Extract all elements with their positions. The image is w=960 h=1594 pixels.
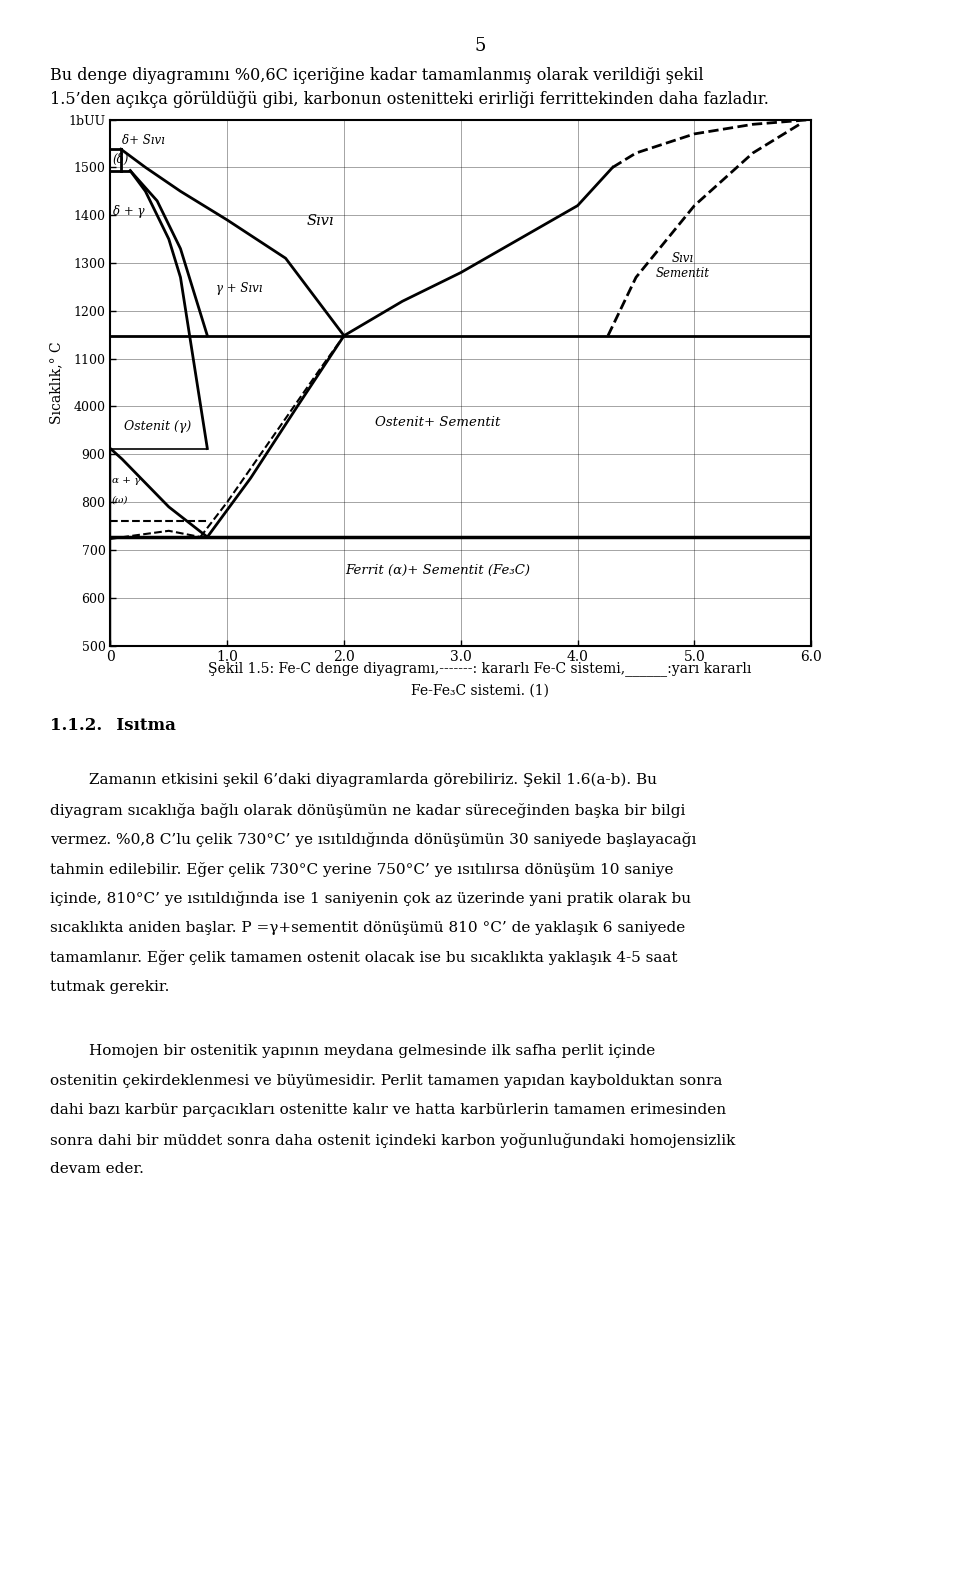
Text: Sıvı
Sementit: Sıvı Sementit bbox=[656, 252, 709, 281]
Text: tutmak gerekir.: tutmak gerekir. bbox=[50, 979, 169, 993]
Text: sıcaklıkta aniden başlar. P =γ+sementit dönüşümü 810 °C’ de yaklaşık 6 saniyede: sıcaklıkta aniden başlar. P =γ+sementit … bbox=[50, 921, 685, 934]
Text: tamamlanır. Eğer çelik tamamen ostenit olacak ise bu sıcaklıkta yaklaşık 4-5 saa: tamamlanır. Eğer çelik tamamen ostenit o… bbox=[50, 950, 678, 964]
Text: diyagram sıcaklığa bağlı olarak dönüşümün ne kadar süreceğinden başka bir bilgi: diyagram sıcaklığa bağlı olarak dönüşümü… bbox=[50, 803, 685, 818]
Y-axis label: Sıcaklık,° C: Sıcaklık,° C bbox=[49, 341, 62, 424]
Text: vermez. %0,8 C’lu çelik 730°C’ ye ısıtıldığında dönüşümün 30 saniyede başlayacağ: vermez. %0,8 C’lu çelik 730°C’ ye ısıtıl… bbox=[50, 832, 696, 846]
Text: tahmin edilebilir. Eğer çelik 730°C yerine 750°C’ ye ısıtılırsa dönüşüm 10 saniy: tahmin edilebilir. Eğer çelik 730°C yeri… bbox=[50, 861, 673, 877]
Text: Fe-Fe₃C sistemi. (1): Fe-Fe₃C sistemi. (1) bbox=[411, 684, 549, 698]
Text: Zamanın etkisini şekil 6’daki diyagramlarda görebiliriz. Şekil 1.6(a-b). Bu: Zamanın etkisini şekil 6’daki diyagramla… bbox=[50, 773, 657, 787]
Text: Sıvı: Sıvı bbox=[307, 214, 334, 228]
Text: 1.5’den açıkça görüldüğü gibi, karbonun ostenitteki erirliği ferrittekinden daha: 1.5’den açıkça görüldüğü gibi, karbonun … bbox=[50, 91, 769, 108]
Text: Ferrit (α)+ Sementit (Fe₃C): Ferrit (α)+ Sementit (Fe₃C) bbox=[345, 564, 530, 577]
Text: δ + γ: δ + γ bbox=[112, 206, 144, 218]
Text: içinde, 810°C’ ye ısıtıldığında ise 1 saniyenin çok az üzerinde yani pratik olar: içinde, 810°C’ ye ısıtıldığında ise 1 sa… bbox=[50, 891, 691, 905]
Text: 1.1.2.  Isıtma: 1.1.2. Isıtma bbox=[50, 717, 176, 735]
Text: Homojen bir ostenitik yapının meydana gelmesinde ilk safha perlit içinde: Homojen bir ostenitik yapının meydana ge… bbox=[50, 1044, 655, 1058]
Text: devam eder.: devam eder. bbox=[50, 1162, 144, 1176]
Text: (δ): (δ) bbox=[112, 153, 129, 166]
Text: δ+ Sıvı: δ+ Sıvı bbox=[122, 134, 165, 147]
Text: dahi bazı karbür parçacıkları ostenitte kalır ve hatta karbürlerin tamamen erime: dahi bazı karbür parçacıkları ostenitte … bbox=[50, 1103, 726, 1117]
Text: α + γ: α + γ bbox=[111, 477, 140, 485]
Text: sonra dahi bir müddet sonra daha ostenit içindeki karbon yoğunluğundaki homojens: sonra dahi bir müddet sonra daha ostenit… bbox=[50, 1132, 735, 1148]
Text: 5: 5 bbox=[474, 37, 486, 54]
Text: (ω): (ω) bbox=[111, 496, 128, 504]
Text: Şekil 1.5: Fe-C denge diyagramı,-------: kararlı Fe-C sistemi,______:yarı kararl: Şekil 1.5: Fe-C denge diyagramı,-------:… bbox=[208, 662, 752, 676]
Text: Ostenit+ Sementit: Ostenit+ Sementit bbox=[374, 416, 500, 429]
Text: Ostenit (γ): Ostenit (γ) bbox=[125, 421, 192, 434]
Text: Bu denge diyagramını %0,6C içeriğine kadar tamamlanmış olarak verildiği şekil: Bu denge diyagramını %0,6C içeriğine kad… bbox=[50, 67, 704, 84]
Text: γ + Sıvı: γ + Sıvı bbox=[215, 282, 262, 295]
Text: ostenitin çekirdeklenmesi ve büyümesidir. Perlit tamamen yapıdan kaybolduktan so: ostenitin çekirdeklenmesi ve büyümesidir… bbox=[50, 1074, 722, 1087]
